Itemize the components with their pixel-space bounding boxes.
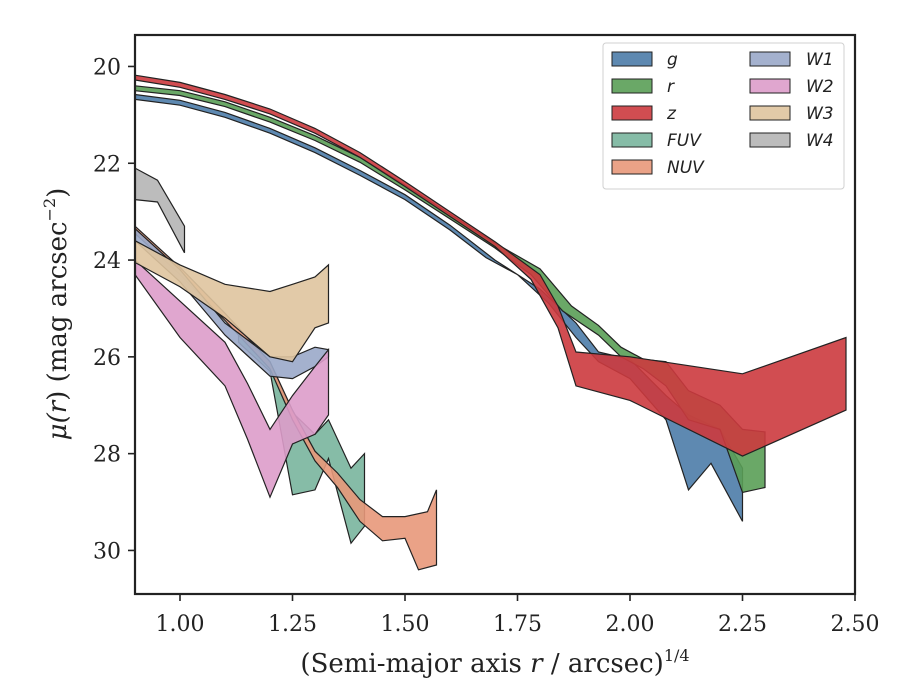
legend-swatch-r: [611, 78, 653, 94]
x-tick-label: 1.00: [156, 612, 205, 637]
legend: grz FUV NUV W1 W2 W3 W4: [602, 42, 845, 190]
axis-ticks: 1.00 1.25 1.50 1.75 2.00 2.25 2.50 20 22 24 26 28 30: [93, 55, 879, 637]
band-w3: [135, 240, 330, 363]
x-tick-label: 1.75: [493, 612, 542, 637]
x-tick-label: 1.25: [268, 612, 317, 637]
x-tick-label: 2.50: [831, 612, 880, 637]
legend-label-z: z: [666, 104, 677, 124]
y-tick-label: 22: [93, 152, 121, 177]
legend-swatch-z: [611, 105, 653, 121]
y-tick-label: 30: [93, 539, 121, 564]
legend-label-w3: W3: [806, 104, 834, 124]
legend-swatch-w2: [749, 78, 791, 94]
band-z: [135, 74, 847, 457]
band-g: [135, 93, 744, 522]
legend-label-r: r: [667, 77, 675, 97]
legend-swatch-g: [611, 51, 653, 67]
y-tick-label: 24: [93, 249, 121, 274]
legend-swatch-w3: [749, 105, 791, 121]
x-tick-label: 2.25: [718, 612, 767, 637]
y-tick-label: 20: [93, 55, 121, 80]
band-w4: [135, 167, 186, 254]
legend-swatch-w4: [749, 132, 791, 148]
legend-label-w2: W2: [806, 77, 834, 97]
y-tick-label: 28: [93, 443, 121, 468]
y-axis-label: μ(r) (mag arcsec−2): [40, 188, 73, 441]
legend-label-g: g: [667, 50, 678, 70]
legend-swatch-w1: [749, 51, 791, 67]
legend-label-w1: W1: [806, 50, 834, 70]
legend-swatch-nuv: [611, 159, 653, 175]
chart-bands: [135, 74, 847, 571]
legend-label-nuv: NUV: [667, 158, 705, 178]
y-tick-label: 26: [93, 346, 121, 371]
legend-swatch-fuv: [611, 132, 653, 148]
legend-label-w4: W4: [806, 131, 834, 151]
x-tick-label: 2.00: [606, 612, 655, 637]
plot-frame: [133, 33, 857, 596]
legend-label-fuv: FUV: [667, 131, 702, 151]
x-axis-label: (Semi-major axis r / arcsec)1/4: [300, 646, 689, 679]
band-w2: [135, 259, 330, 499]
x-tick-label: 1.50: [381, 612, 430, 637]
